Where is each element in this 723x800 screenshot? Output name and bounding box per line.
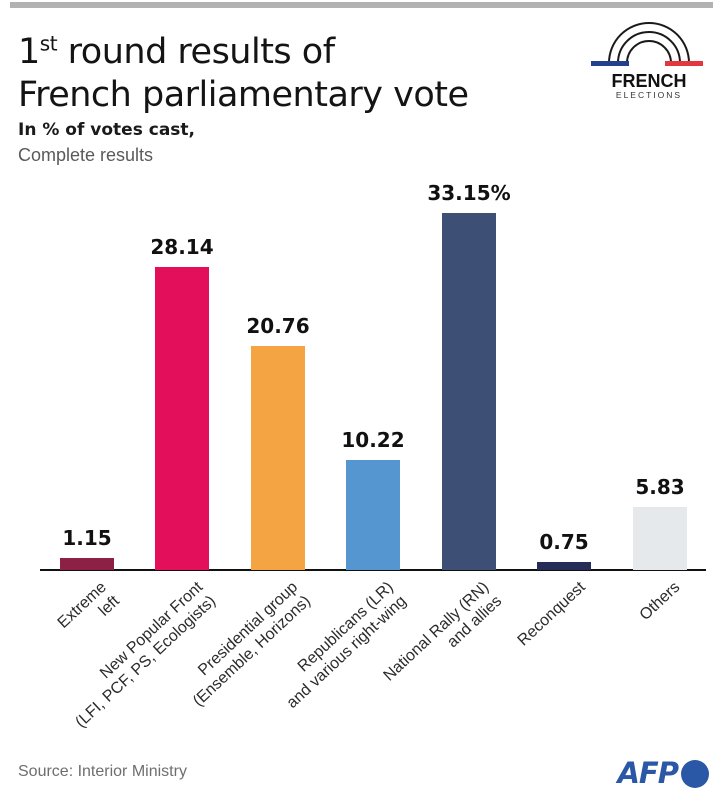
category-label: Reconquest (514, 578, 589, 650)
bar (346, 460, 400, 570)
bar (633, 507, 687, 570)
top-strip (10, 2, 713, 8)
category-label: Others (636, 578, 684, 625)
bar-value-label: 1.15 (62, 526, 112, 550)
bar-value-label: 0.75 (539, 530, 589, 554)
bar-value-label: 28.14 (150, 235, 214, 259)
source-note: Source: Interior Ministry (18, 763, 187, 780)
afp-circle-icon (681, 760, 709, 788)
flag-blue-bar (591, 61, 629, 66)
hemicycle-arcs-icon (608, 22, 690, 64)
x-axis-line (40, 569, 706, 571)
flag-red-bar (665, 61, 703, 66)
bar (60, 558, 114, 570)
french-elections-logo: FRENCH ELECTIONS (591, 22, 703, 100)
bar (251, 346, 305, 570)
page-title: 1st round results of French parliamentar… (18, 22, 469, 117)
bar (537, 562, 591, 570)
bar-value-label: 10.22 (341, 428, 405, 452)
bar-value-label: 20.76 (246, 314, 310, 338)
title-line1: 1st round results of (18, 31, 335, 72)
chart-subtitle-bold: In % of votes cast, (18, 120, 195, 140)
category-label-line: Others (636, 578, 684, 624)
brand-line1: FRENCH (612, 71, 687, 91)
afp-wordmark: AFP (617, 756, 679, 790)
bar (155, 267, 209, 570)
chart-subtitle-light: Complete results (18, 145, 154, 165)
category-label-line: Reconquest (514, 578, 589, 650)
bar-value-label: 5.83 (635, 475, 685, 499)
afp-logo: AFP (617, 756, 709, 790)
brand-line2: ELECTIONS (616, 90, 682, 100)
bar (442, 213, 496, 570)
title-line2: French parliamentary vote (18, 74, 469, 115)
category-label: Extreme left (54, 578, 123, 646)
bar-value-label: 33.15% (427, 181, 511, 205)
